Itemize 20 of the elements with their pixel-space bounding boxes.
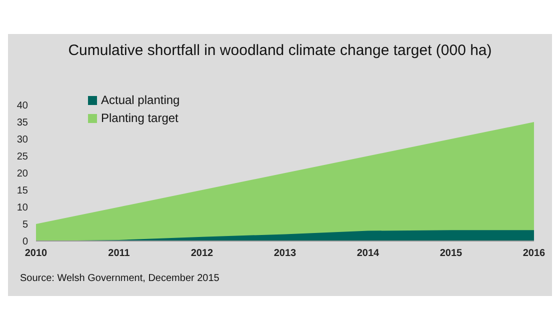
y-tick-label: 40: [16, 100, 28, 112]
x-tick-label: 2010: [24, 248, 48, 260]
y-tick-label: 20: [16, 168, 28, 180]
legend-label: Planting target: [101, 111, 178, 125]
source-note: Source: Welsh Government, December 2015: [20, 273, 220, 284]
y-tick-label: 25: [16, 152, 28, 163]
x-tick-label: 2012: [190, 248, 214, 260]
y-tick-label: 30: [16, 134, 28, 146]
legend-label: Actual planting: [101, 93, 180, 107]
y-tick-label: 15: [16, 186, 28, 197]
y-tick-label: 35: [16, 118, 28, 129]
y-tick-label: 5: [22, 220, 28, 231]
chart-title: Cumulative shortfall in woodland climate change target (000 ha): [67, 42, 493, 59]
x-tick-label: 2013: [274, 248, 297, 260]
y-tick-label: 0: [22, 236, 28, 248]
x-tick-label: 2014: [356, 248, 380, 260]
x-tick-label: 2015: [440, 248, 463, 260]
y-tick-label: 10: [16, 202, 28, 214]
x-tick-label: 2016: [522, 248, 546, 260]
x-tick-label: 2011: [108, 248, 130, 260]
